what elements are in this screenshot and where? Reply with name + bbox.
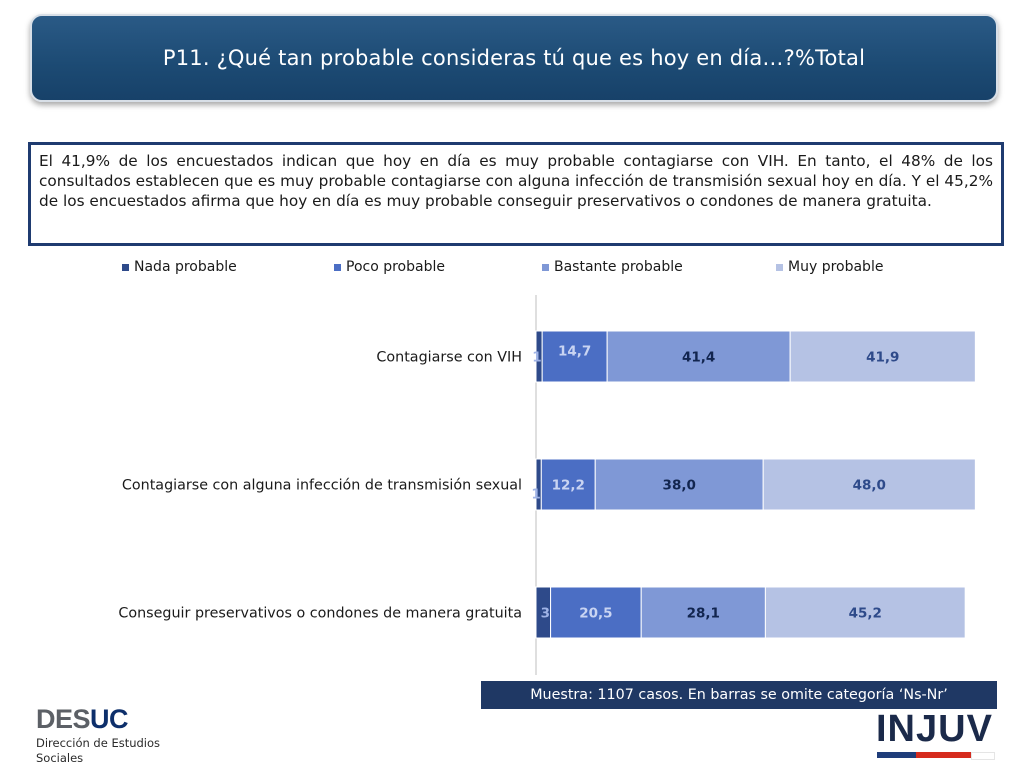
- data-label: 28,1: [687, 606, 720, 622]
- bar-segment: [540, 458, 596, 511]
- bar-segment: [789, 330, 976, 383]
- data-label: 41,9: [866, 350, 899, 366]
- chart-legend: Nada probable Poco probable Bastante pro…: [0, 259, 1024, 279]
- summary-box: El 41,9% de los encuestados indican que …: [28, 142, 1004, 246]
- category-label: Contagiarse con alguna infección de tran…: [122, 478, 522, 494]
- legend-swatch-muy: [776, 263, 783, 271]
- legend-item-poco: Poco probable: [334, 259, 445, 275]
- desuc-subtitle: Dirección de Estudios Sociales: [36, 736, 161, 765]
- injuv-logo: INJUV: [876, 710, 996, 760]
- legend-item-nada: Nada probable: [122, 259, 237, 275]
- bar-segment: [640, 586, 766, 639]
- data-label: 14,7: [558, 344, 591, 360]
- injuv-stripe: [877, 752, 995, 760]
- legend-label-bastante: Bastante probable: [554, 259, 683, 275]
- injuv-wordmark: INJUV: [876, 708, 993, 750]
- legend-label-poco: Poco probable: [346, 259, 445, 275]
- desuc-wordmark: DESUC: [36, 704, 129, 734]
- data-label: 48,0: [853, 478, 886, 494]
- bar-segment: [764, 586, 966, 639]
- data-label: 45,2: [849, 606, 882, 622]
- sample-footnote: Muestra: 1107 casos. En barras se omite …: [481, 681, 997, 709]
- legend-label-nada: Nada probable: [134, 259, 237, 275]
- stacked-bar-chart: Contagiarse con VIH1,414,741,441,9Contag…: [118, 295, 976, 675]
- injuv-stripe-white: [971, 752, 995, 760]
- legend-label-muy: Muy probable: [788, 259, 884, 275]
- data-label: 38,0: [663, 478, 696, 494]
- data-label: 12,2: [552, 478, 585, 494]
- desuc-logo: DESUC Dirección de Estudios Sociales: [36, 706, 196, 766]
- legend-swatch-nada: [122, 263, 129, 271]
- footnote-text: Muestra: 1107 casos. En barras se omite …: [530, 687, 948, 703]
- bar-segment: [550, 586, 642, 639]
- category-label: Conseguir preservativos o condones de ma…: [118, 606, 522, 622]
- legend-item-bastante: Bastante probable: [542, 259, 683, 275]
- legend-swatch-bastante: [542, 263, 549, 271]
- bar-segment: [606, 330, 791, 383]
- bar-segment: [594, 458, 764, 511]
- summary-text: El 41,9% de los encuestados indican que …: [39, 152, 993, 210]
- title-banner: P11. ¿Qué tan probable consideras tú que…: [30, 14, 998, 102]
- page-title: P11. ¿Qué tan probable consideras tú que…: [162, 46, 866, 70]
- data-label: 20,5: [579, 606, 612, 622]
- injuv-stripe-blue: [877, 752, 917, 758]
- legend-item-muy: Muy probable: [776, 259, 883, 275]
- bar-segment: [541, 330, 608, 383]
- injuv-stripe-red: [916, 752, 972, 758]
- data-label: 41,4: [682, 350, 715, 366]
- legend-swatch-poco: [334, 263, 341, 271]
- category-label: Contagiarse con VIH: [376, 350, 522, 366]
- bar-segment: [762, 458, 976, 511]
